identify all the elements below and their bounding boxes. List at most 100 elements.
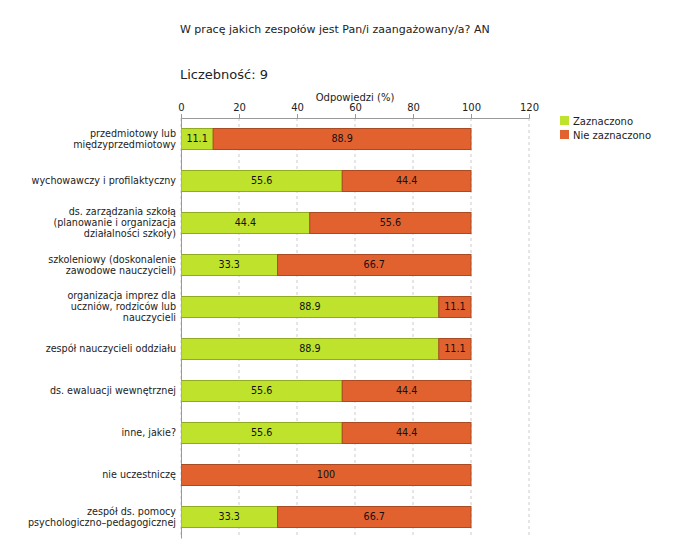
tick-label: 120 [520, 102, 539, 113]
bar [342, 381, 471, 402]
tick-label: 100 [462, 102, 481, 113]
category-label-line: zespół nauczycieli oddziału [46, 343, 176, 354]
category-label-line: nauczycieli [123, 312, 176, 323]
tick-mark [471, 114, 472, 118]
data-label: 11.1 [444, 343, 465, 354]
data-label: 55.6 [251, 385, 272, 396]
category-label-line: ds. ewaluacji wewnętrznej [50, 385, 176, 396]
tick-mark [413, 114, 414, 118]
chart: W pracę jakich zespołów jest Pan/i zaang… [0, 0, 680, 560]
category-label: organizacja imprez dlauczniów, rodziców … [67, 290, 176, 323]
tick: nie uczestniczę [102, 469, 181, 480]
bar [181, 339, 439, 360]
category-label-line: zespół ds. pomocy [87, 506, 176, 517]
x-axis: 0 20 40 60 80 100 120 [178, 102, 539, 119]
bar [213, 129, 471, 150]
series [181, 129, 471, 528]
category-label-line: uczniów, rodziców lub [71, 301, 176, 312]
tick: szkoleniowy (doskonaleniezawodowe nauczy… [48, 254, 181, 276]
tick-mark [297, 114, 298, 118]
category-label: nie uczestniczę [102, 469, 176, 480]
y-axis: przedmiotowy lubmiędzyprzedmiotowy wychow… [28, 119, 181, 539]
bar [181, 213, 310, 234]
data-label: 11.1 [186, 133, 207, 144]
legend-label: Nie zaznaczono [573, 130, 651, 141]
data-label: 55.6 [251, 427, 272, 438]
tick: wychowawczy i profilaktyczny [32, 175, 181, 186]
category-label-line: organizacja imprez dla [67, 290, 176, 301]
bar [181, 255, 278, 276]
tick-label: 20 [233, 102, 246, 113]
bars [181, 129, 471, 528]
plot: 0 20 40 60 80 100 120 przedmiotowy lubmiędzyprz… [28, 102, 539, 539]
tick-label: 80 [407, 102, 420, 113]
tick: ds. zarządzania szkołą(planowanie i orga… [53, 206, 181, 239]
bar [310, 213, 471, 234]
tick: 60 [349, 102, 362, 118]
legend-label: Zaznaczono [573, 116, 633, 127]
category-label-line: przedmiotowy lub [90, 128, 176, 139]
data-label: 88.9 [299, 301, 320, 312]
data-label: 44.4 [396, 427, 417, 438]
data-label: 100 [317, 469, 335, 480]
data-label: 33.3 [219, 259, 240, 270]
tick: inne, jakie? [121, 427, 181, 438]
x-axis-line [182, 114, 530, 119]
tick: organizacja imprez dlauczniów, rodziców … [67, 290, 181, 323]
tick: 20 [233, 102, 246, 118]
tick: 80 [407, 102, 420, 118]
category-label-line: (planowanie i organizacja [53, 217, 176, 228]
bar [439, 339, 471, 360]
category-label: zespół ds. pomocypsychologiczno–pedagogi… [28, 506, 176, 528]
grid [181, 118, 529, 538]
category-label-line: inne, jakie? [121, 427, 176, 438]
category-label-line: wychowawczy i profilaktyczny [32, 175, 177, 186]
data-label: 11.1 [444, 301, 465, 312]
bar [342, 423, 471, 444]
category-label: inne, jakie? [121, 427, 176, 438]
data-label: 44.4 [396, 385, 417, 396]
subtitle: Liczebność: 9 [180, 67, 268, 82]
x-axis-title: Odpowiedzi (%) [316, 92, 395, 103]
category-label-line: zawodowe nauczycieli) [66, 265, 176, 276]
category-label-line: działalności szkoły) [84, 228, 176, 239]
category-label-line: międzyprzedmiotowy [73, 139, 176, 150]
data-label: 55.6 [251, 175, 272, 186]
grid-line [529, 118, 530, 538]
legend-swatch [560, 116, 569, 125]
category-label: ds. ewaluacji wewnętrznej [50, 385, 176, 396]
data-label: 66.7 [364, 259, 385, 270]
category-label-line: nie uczestniczę [102, 469, 176, 480]
legend: Zaznaczono Nie zaznaczono [560, 116, 651, 141]
tick: 0 [178, 102, 184, 118]
bar [181, 297, 439, 318]
data-label: 44.4 [235, 217, 256, 228]
category-label-line: szkoleniowy (doskonalenie [48, 254, 176, 265]
data-label: 44.4 [396, 175, 417, 186]
data-label: 66.7 [364, 511, 385, 522]
bar [181, 465, 471, 486]
bar [278, 255, 471, 276]
data-label: 88.9 [299, 343, 320, 354]
tick: ds. ewaluacji wewnętrznej [50, 385, 181, 396]
category-label: szkoleniowy (doskonaleniezawodowe nauczy… [48, 254, 176, 276]
tick-label: 60 [349, 102, 362, 113]
bar [278, 507, 471, 528]
data-label: 55.6 [380, 217, 401, 228]
bar [342, 171, 471, 192]
tick: zespół nauczycieli oddziału [46, 343, 181, 354]
data-label: 33.3 [219, 511, 240, 522]
tick: 40 [291, 102, 304, 118]
legend-swatch [560, 130, 569, 139]
tick-label: 40 [291, 102, 304, 113]
tick: zespół ds. pomocypsychologiczno–pedagogi… [28, 506, 181, 528]
tick-label: 0 [178, 102, 184, 113]
title: W pracę jakich zespołów jest Pan/i zaang… [180, 23, 490, 36]
category-label: zespół nauczycieli oddziału [46, 343, 176, 354]
bar [181, 129, 213, 150]
tick: 120 [520, 102, 539, 118]
bar [439, 297, 471, 318]
data-label: 88.9 [331, 133, 352, 144]
category-label: przedmiotowy lubmiędzyprzedmiotowy [73, 128, 176, 150]
tick-mark [239, 114, 240, 118]
